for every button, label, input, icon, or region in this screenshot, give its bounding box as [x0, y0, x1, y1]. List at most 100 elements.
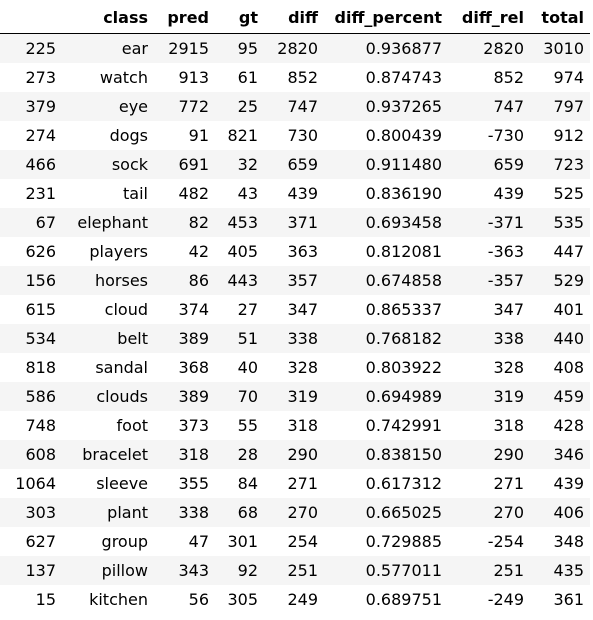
cell-gt: 453	[227, 213, 258, 232]
cell-gt: 443	[227, 271, 258, 290]
cell-diff-rel: -249	[487, 590, 524, 609]
row-index: 748	[25, 416, 56, 435]
cell-total: 361	[553, 590, 584, 609]
table-row: 466 sock 691 32 659 0.911480 659 723	[0, 150, 590, 179]
cell-diff-rel: 328	[493, 358, 524, 377]
cell-diff-rel: -371	[487, 213, 524, 232]
row-index: 615	[25, 300, 56, 319]
cell-diff-rel: 852	[493, 68, 524, 87]
cell-total: 406	[553, 503, 584, 522]
cell-pred: 772	[178, 97, 209, 116]
cell-diff-rel: 347	[493, 300, 524, 319]
table-row: 1064 sleeve 355 84 271 0.617312 271 439	[0, 469, 590, 498]
table-row: 67 elephant 82 453 371 0.693458 -371 535	[0, 208, 590, 237]
cell-pred: 373	[178, 416, 209, 435]
cell-diff-rel: 271	[493, 474, 524, 493]
header-pred: pred	[154, 3, 215, 34]
cell-pred: 82	[188, 213, 209, 232]
row-index: 626	[25, 242, 56, 261]
table-row: 274 dogs 91 821 730 0.800439 -730 912	[0, 121, 590, 150]
cell-pred: 42	[188, 242, 209, 261]
cell-gt: 84	[237, 474, 258, 493]
table-row: 586 clouds 389 70 319 0.694989 319 459	[0, 382, 590, 411]
cell-total: 974	[553, 68, 584, 87]
row-index: 274	[25, 126, 56, 145]
cell-diff-percent: 0.800439	[365, 126, 442, 145]
cell-diff-percent: 0.577011	[365, 561, 442, 580]
row-index: 303	[25, 503, 56, 522]
cell-class: belt	[117, 329, 148, 348]
cell-class: ear	[121, 39, 148, 58]
cell-pred: 91	[188, 126, 209, 145]
table-row: 15 kitchen 56 305 249 0.689751 -249 361	[0, 585, 590, 614]
cell-class: group	[101, 532, 148, 551]
row-index: 67	[35, 213, 56, 232]
cell-class: clouds	[96, 387, 148, 406]
cell-total: 723	[553, 155, 584, 174]
cell-gt: 301	[227, 532, 258, 551]
cell-diff: 254	[287, 532, 318, 551]
cell-diff-percent: 0.803922	[365, 358, 442, 377]
cell-diff: 439	[287, 184, 318, 203]
cell-diff-percent: 0.742991	[365, 416, 442, 435]
cell-diff: 747	[287, 97, 318, 116]
header-row: class pred gt diff diff_percent diff_rel…	[0, 3, 590, 34]
row-index: 273	[25, 68, 56, 87]
cell-diff-rel: -357	[487, 271, 524, 290]
cell-class: cloud	[104, 300, 148, 319]
table-row: 748 foot 373 55 318 0.742991 318 428	[0, 411, 590, 440]
cell-diff-rel: 439	[493, 184, 524, 203]
cell-gt: 92	[237, 561, 258, 580]
cell-diff-percent: 0.812081	[365, 242, 442, 261]
cell-diff-percent: 0.865337	[365, 300, 442, 319]
cell-diff: 249	[287, 590, 318, 609]
dataframe-container: class pred gt diff diff_percent diff_rel…	[0, 3, 593, 614]
table-row: 379 eye 772 25 747 0.937265 747 797	[0, 92, 590, 121]
header-diff-percent: diff_percent	[324, 3, 448, 34]
cell-total: 401	[553, 300, 584, 319]
cell-diff: 363	[287, 242, 318, 261]
cell-pred: 343	[178, 561, 209, 580]
cell-gt: 70	[237, 387, 258, 406]
cell-total: 428	[553, 416, 584, 435]
table-row: 534 belt 389 51 338 0.768182 338 440	[0, 324, 590, 353]
cell-diff: 338	[287, 329, 318, 348]
cell-pred: 56	[188, 590, 209, 609]
cell-diff-rel: 270	[493, 503, 524, 522]
cell-diff-rel: 318	[493, 416, 524, 435]
cell-total: 408	[553, 358, 584, 377]
cell-gt: 51	[237, 329, 258, 348]
cell-gt: 27	[237, 300, 258, 319]
cell-class: sandal	[95, 358, 148, 377]
cell-diff-percent: 0.694989	[365, 387, 442, 406]
cell-diff: 371	[287, 213, 318, 232]
cell-class: kitchen	[89, 590, 148, 609]
row-index: 379	[25, 97, 56, 116]
header-class: class	[62, 3, 154, 34]
row-index: 534	[25, 329, 56, 348]
table-row: 137 pillow 343 92 251 0.577011 251 435	[0, 556, 590, 585]
cell-class: players	[89, 242, 148, 261]
cell-diff: 730	[287, 126, 318, 145]
table-body: 225 ear 2915 95 2820 0.936877 2820 3010 273 watch…	[0, 33, 590, 614]
cell-class: eye	[118, 97, 148, 116]
cell-gt: 43	[237, 184, 258, 203]
cell-diff-percent: 0.937265	[365, 97, 442, 116]
cell-diff-rel: -730	[487, 126, 524, 145]
row-index: 466	[25, 155, 56, 174]
cell-gt: 95	[237, 39, 258, 58]
cell-class: sleeve	[96, 474, 148, 493]
cell-total: 348	[553, 532, 584, 551]
cell-pred: 47	[188, 532, 209, 551]
cell-diff-percent: 0.768182	[365, 329, 442, 348]
cell-diff: 659	[287, 155, 318, 174]
header-gt: gt	[215, 3, 264, 34]
cell-total: 535	[553, 213, 584, 232]
cell-diff: 270	[287, 503, 318, 522]
cell-total: 439	[553, 474, 584, 493]
cell-pred: 86	[188, 271, 209, 290]
row-index: 137	[25, 561, 56, 580]
cell-class: dogs	[109, 126, 148, 145]
cell-total: 797	[553, 97, 584, 116]
cell-gt: 405	[227, 242, 258, 261]
